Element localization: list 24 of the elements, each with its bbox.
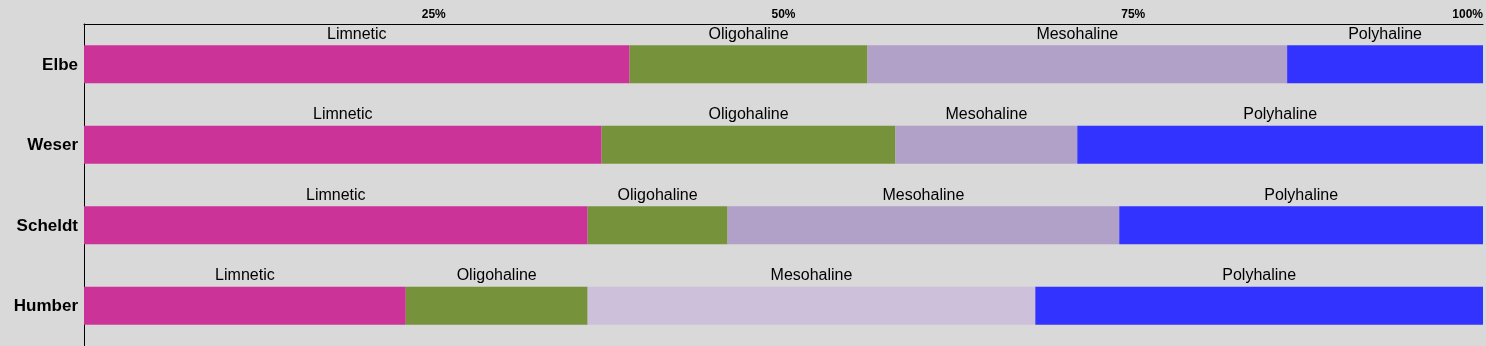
text: Limnetic — [313, 105, 373, 123]
text: Polyhaline — [1264, 185, 1339, 203]
x-tick-label: 100% — [1452, 7, 1484, 21]
series-label: Limnetic — [327, 24, 387, 42]
text: Mesohaline — [945, 105, 1028, 123]
y-tick-label: Elbe — [42, 54, 78, 74]
text: Mesohaline — [882, 185, 965, 203]
y-tick-label: Weser — [27, 135, 79, 155]
text: Limnetic — [306, 185, 366, 203]
x-tick-label: 50% — [771, 7, 796, 21]
text: Oligohaline — [617, 185, 698, 203]
y-tick-label: Scheldt — [16, 215, 79, 235]
text: Oligohaline — [456, 266, 537, 284]
text: Oligohaline — [708, 105, 789, 123]
x-tick-label: 25% — [421, 7, 447, 21]
x-tick-label: 75% — [1121, 7, 1146, 21]
series-label: Polyhaline — [1348, 24, 1423, 42]
text: Limnetic — [215, 266, 275, 284]
text: Mesohaline — [770, 266, 853, 284]
series-label: Oligohaline — [708, 24, 789, 42]
series-label: Mesohaline — [1036, 24, 1119, 42]
text: Polyhaline — [1222, 266, 1297, 284]
text: Polyhaline — [1243, 105, 1318, 123]
y-tick-label: Humber — [13, 296, 79, 316]
